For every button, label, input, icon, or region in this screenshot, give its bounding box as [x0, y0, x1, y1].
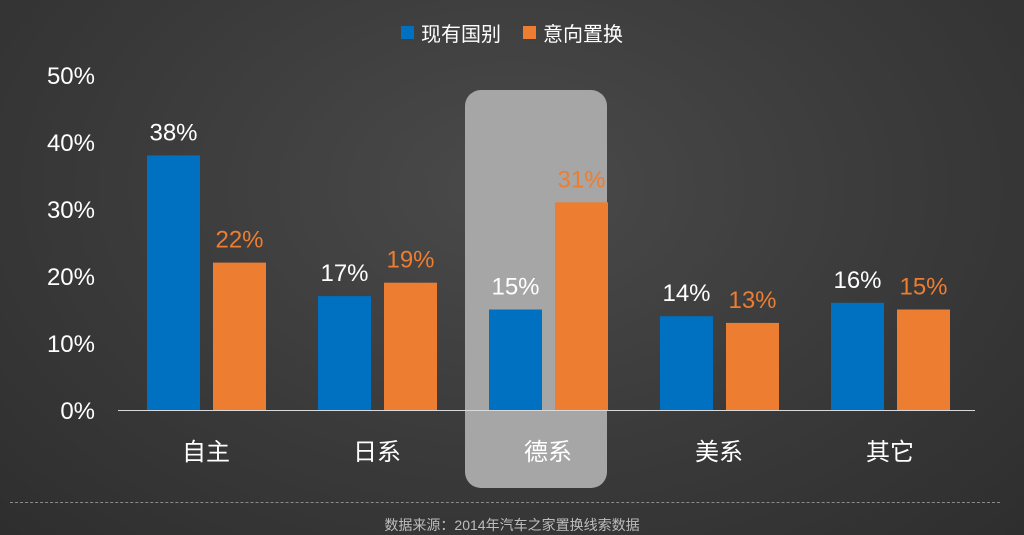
bar: [489, 309, 542, 410]
legend-item-current: 现有国别: [401, 18, 501, 47]
y-tick-label: 10%: [47, 331, 95, 358]
legend-swatch-intended: [523, 26, 536, 39]
bar: [147, 155, 200, 410]
data-label: 15%: [899, 274, 947, 301]
bar: [555, 202, 608, 410]
bar: [831, 302, 884, 410]
x-tick-label: 美系: [695, 438, 743, 466]
data-label: 38%: [149, 119, 197, 146]
legend-item-intended: 意向置换: [523, 18, 623, 47]
bar: [318, 296, 371, 410]
source-note: 数据来源：2014年汽车之家置换线索数据: [384, 517, 640, 533]
bar: [660, 316, 713, 410]
x-tick-label: 其它: [866, 438, 914, 466]
bar: [213, 262, 266, 410]
bar: [726, 322, 779, 410]
data-label: 22%: [215, 227, 263, 254]
y-tick-label: 40%: [47, 130, 95, 157]
data-label: 15%: [491, 274, 539, 301]
x-tick-label: 日系: [353, 438, 401, 466]
legend-label-intended: 意向置换: [543, 24, 623, 46]
y-tick-label: 20%: [47, 264, 95, 291]
y-tick-label: 50%: [47, 63, 95, 90]
bar: [897, 309, 950, 410]
data-label: 14%: [662, 280, 710, 307]
legend-label-current: 现有国别: [421, 24, 501, 46]
x-tick-label: 德系: [524, 438, 572, 466]
data-label: 16%: [833, 267, 881, 294]
data-label: 17%: [320, 260, 368, 287]
y-tick-label: 0%: [60, 398, 95, 425]
legend: 现有国别 意向置换: [0, 18, 1024, 47]
data-label: 13%: [728, 287, 776, 314]
footer-divider: [10, 502, 1000, 503]
bar: [384, 282, 437, 410]
x-tick-label: 自主: [182, 438, 230, 466]
y-tick-label: 30%: [47, 197, 95, 224]
data-label: 19%: [386, 247, 434, 274]
legend-swatch-current: [401, 26, 414, 39]
data-label: 31%: [557, 166, 605, 193]
